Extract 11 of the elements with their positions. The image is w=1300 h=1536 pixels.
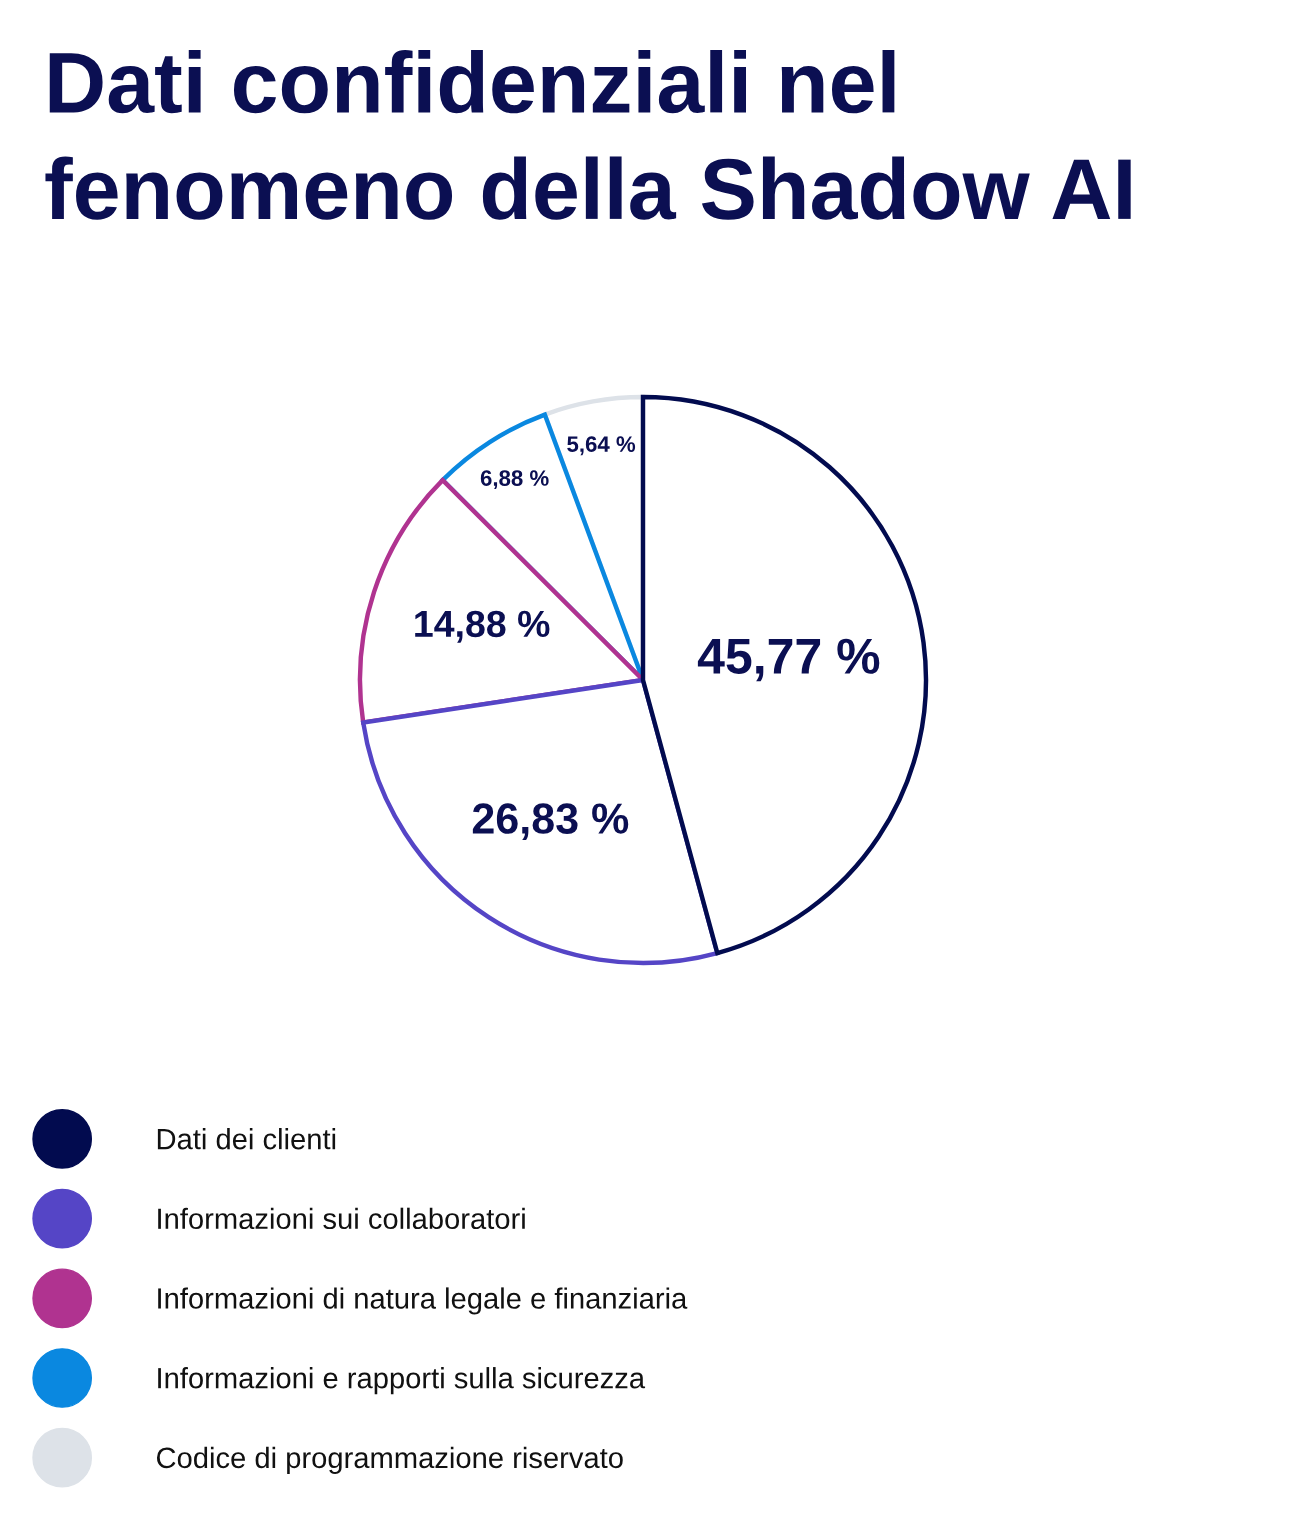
data-label: 14,88 % [415,610,550,643]
data-label: 45,77 % [697,638,880,682]
legend-label: Informazioni sui collaboratori [158,1207,525,1230]
chart-title: Dati confidenziali nel fenomeno della Shadow AI [45,50,1131,220]
legend-label: Informazioni e rapporti sulla sicurezza [158,1367,646,1395]
legend-label: Codice di programmazione riservato [156,1446,623,1474]
data-label: 5,64 % [567,436,636,456]
data-label: 26,83 % [472,803,629,841]
data-label: 6,88 % [480,470,549,490]
legend-label: Informazioni di natura legale e finanziaria [158,1287,688,1315]
legend-label: Dati dei clienti [157,1128,336,1150]
